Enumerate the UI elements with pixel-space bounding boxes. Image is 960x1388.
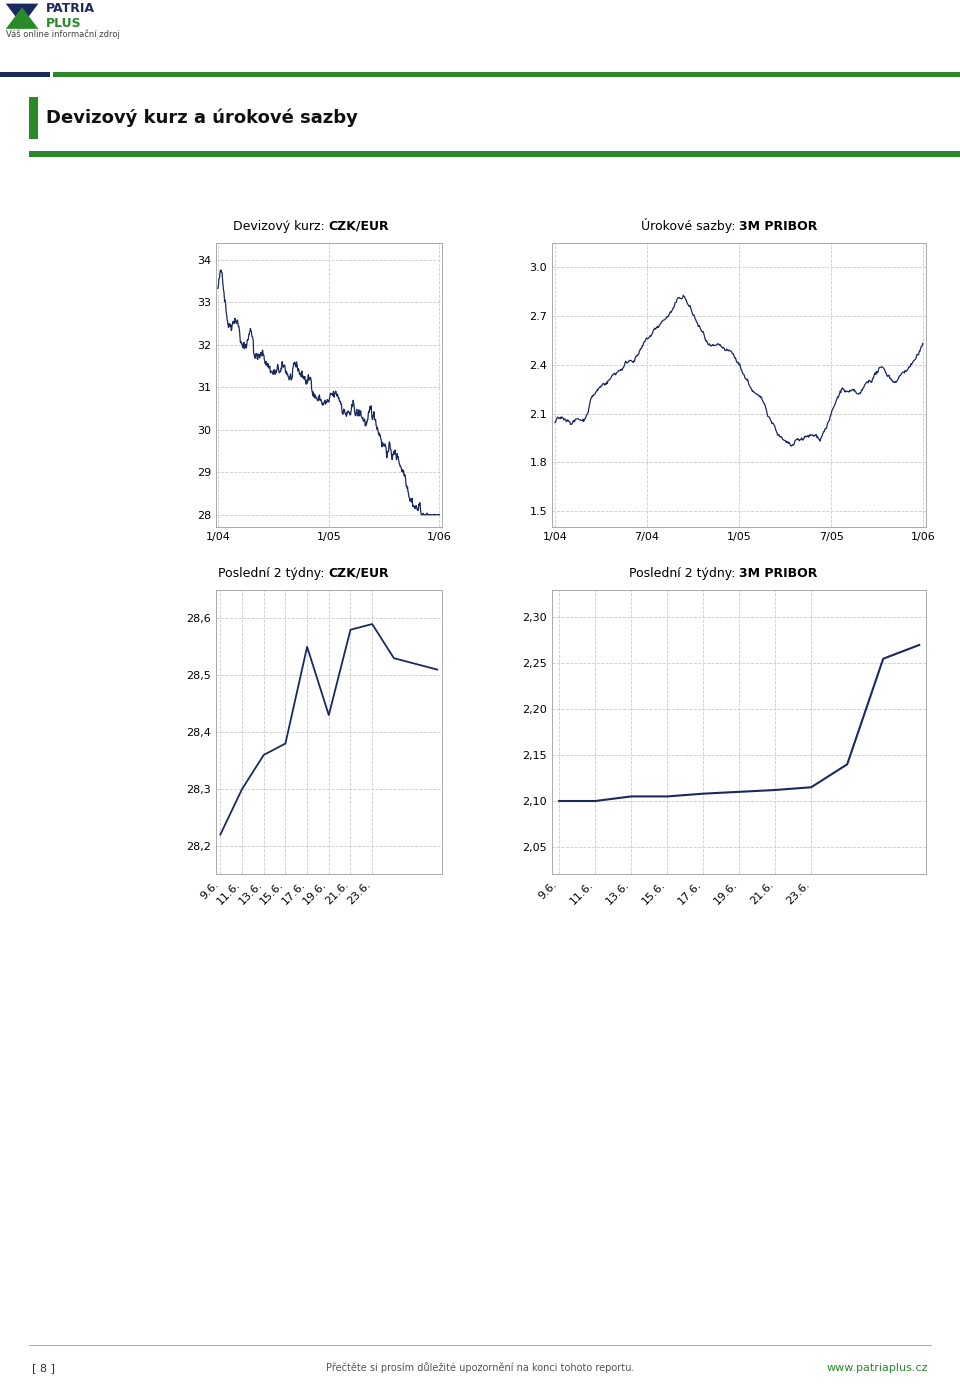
Text: Devizový kurz a úrokové sazby: Devizový kurz a úrokové sazby: [46, 108, 358, 128]
Text: Váš online informační zdroj: Váš online informační zdroj: [6, 31, 120, 39]
Text: PLUS: PLUS: [46, 17, 82, 29]
Text: PATRIA: PATRIA: [46, 3, 95, 15]
Text: Devizový kurz:: Devizový kurz:: [233, 219, 328, 233]
Text: CZK/EUR: CZK/EUR: [328, 566, 390, 580]
Text: 3M PRIBOR: 3M PRIBOR: [739, 219, 818, 233]
Text: [ 8 ]: [ 8 ]: [32, 1363, 55, 1373]
Text: CZK/EUR: CZK/EUR: [328, 219, 390, 233]
Text: www.patriaplus.cz: www.patriaplus.cz: [827, 1363, 928, 1373]
Polygon shape: [6, 7, 38, 29]
Text: Úrokové sazby:: Úrokové sazby:: [640, 218, 739, 233]
Polygon shape: [6, 4, 38, 25]
Bar: [53, 72, 960, 78]
Text: Poslední 2 týdny:: Poslední 2 týdny:: [629, 566, 739, 580]
Text: Přečtěte si prosím důležité upozornění na konci tohoto reportu.: Přečtěte si prosím důležité upozornění n…: [325, 1363, 635, 1373]
Bar: [29, 97, 38, 139]
Bar: [0, 72, 50, 78]
Text: 3M PRIBOR: 3M PRIBOR: [739, 566, 818, 580]
Text: Poslední 2 týdny:: Poslední 2 týdny:: [218, 566, 328, 580]
